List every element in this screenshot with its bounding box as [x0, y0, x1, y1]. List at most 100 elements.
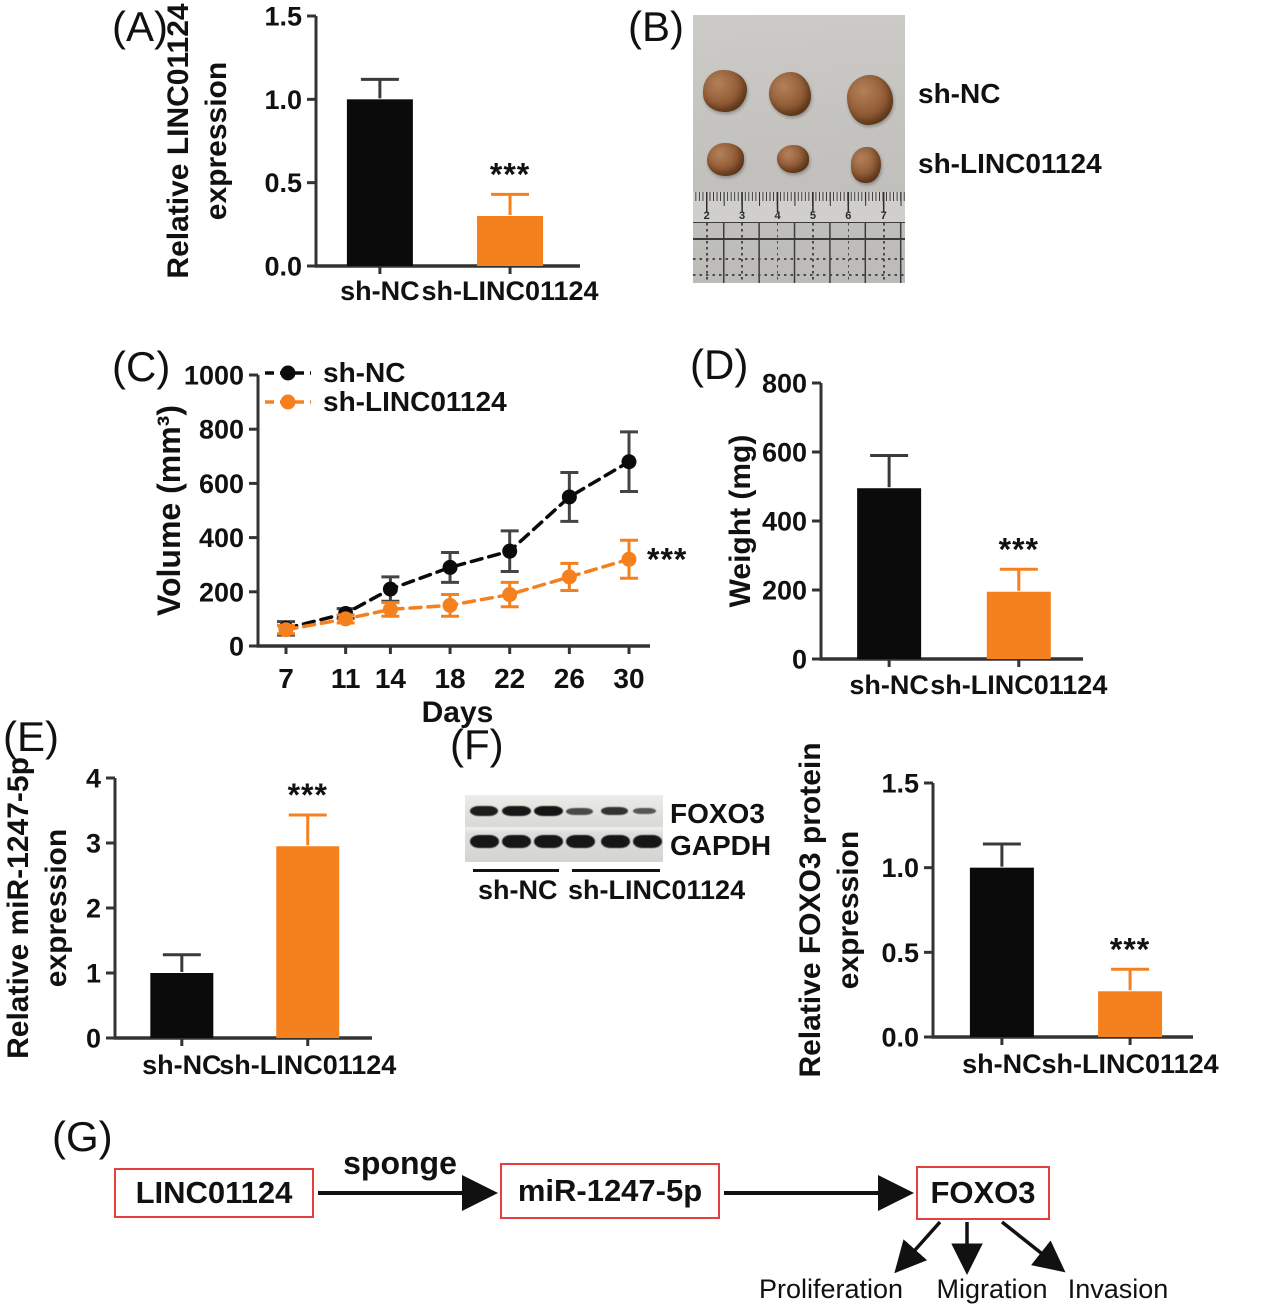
svg-text:600: 600	[199, 469, 244, 499]
tumor-photo: 2 3 4 5 6 7	[693, 15, 905, 283]
svg-text:1: 1	[86, 958, 101, 988]
axes: 0 200 400 600 800 1000	[184, 360, 650, 661]
x-tick-label: 30	[613, 663, 644, 694]
data-point	[502, 543, 518, 559]
foxo3-band	[633, 808, 656, 814]
bar-sh-NC	[857, 488, 922, 659]
bars: sh-NC *** sh-LINC01124	[340, 77, 599, 306]
diagram-node-foxo3: FOXO3	[916, 1166, 1050, 1220]
svg-text:1000: 1000	[184, 360, 244, 390]
y-axis-label: expression	[200, 62, 233, 220]
y-axis-label: expression	[832, 831, 865, 989]
ruler-number: 3	[739, 210, 746, 222]
diagram-edge-label-sponge: sponge	[343, 1145, 457, 1181]
gapdh-band	[470, 835, 499, 848]
axes: 0.0 0.5 1.0 1.5	[881, 768, 1193, 1052]
x-category-label: sh-LINC01124	[219, 1050, 396, 1080]
y-axis-label: expression	[40, 829, 73, 987]
x-tick-label: 11	[331, 663, 361, 694]
tumor-blob	[707, 143, 744, 176]
grid-line	[812, 223, 814, 283]
tumor-blob	[851, 147, 881, 183]
grid-line	[693, 238, 905, 240]
svg-text:0: 0	[86, 1023, 101, 1053]
x-category-label: sh-NC	[849, 670, 929, 700]
gapdh-band	[601, 835, 630, 848]
significance-stars: ***	[1110, 931, 1150, 967]
panel-e-label: (E)	[3, 713, 59, 760]
cutting-mat-grid	[693, 222, 905, 283]
svg-text:600: 600	[762, 437, 807, 467]
svg-text:0: 0	[229, 631, 244, 661]
ruler-number: 2	[703, 210, 710, 222]
data-point	[621, 454, 637, 470]
grid-line	[847, 223, 850, 283]
svg-text:400: 400	[762, 506, 807, 536]
y-axis-label: Relative FOXO3 protein	[794, 742, 827, 1077]
foxo3-band	[534, 806, 563, 816]
svg-text:400: 400	[199, 523, 244, 553]
x-category-label: sh-NC	[962, 1049, 1042, 1079]
ruler-number: 6	[845, 210, 852, 222]
data-point	[561, 489, 577, 505]
panel-f-label: (F)	[450, 721, 504, 768]
svg-text:0: 0	[792, 644, 807, 674]
y-axis-label: Relative LINC01124	[162, 3, 195, 278]
grid-line	[741, 223, 743, 283]
grid-line	[706, 223, 708, 283]
blot-group-label-sh-linc01124: sh-LINC01124	[568, 875, 746, 905]
svg-text:0.5: 0.5	[264, 168, 302, 198]
bars: sh-NC *** sh-LINC01124	[849, 453, 1107, 700]
grid-line	[693, 258, 905, 260]
data-point	[338, 611, 354, 627]
ruler-number: 7	[880, 210, 887, 222]
blot-group-underline	[572, 869, 660, 872]
x-category-label: sh-LINC01124	[421, 276, 598, 306]
significance-stars: ***	[288, 777, 328, 813]
y-axis-label: Relative miR-1247-5p	[2, 757, 35, 1059]
arrow-foxo3-to-proliferation	[894, 1220, 942, 1274]
ruler-number: 4	[774, 210, 781, 222]
svg-text:1.0: 1.0	[881, 853, 919, 883]
x-tick-label: 18	[434, 663, 465, 694]
diagram-node-linc01124: LINC01124	[114, 1168, 314, 1218]
svg-text:0.5: 0.5	[881, 938, 919, 968]
significance-stars: ***	[490, 156, 530, 192]
gapdh-band	[566, 835, 595, 848]
diagram-outcome-invasion: Invasion	[1067, 1274, 1169, 1304]
gapdh-band	[534, 835, 563, 848]
panel-g-label: (G)	[52, 1113, 113, 1160]
foxo3-band	[470, 806, 498, 816]
diagram-outcome-migration: Migration	[936, 1274, 1048, 1304]
tumor-blob	[769, 72, 811, 116]
bar-sh-LINC01124	[276, 846, 340, 1038]
y-axis-label: Weight (mg)	[724, 435, 757, 608]
y-axis-label: Volume (mm³)	[151, 405, 187, 616]
photo-label-sh-nc: sh-NC	[918, 78, 1001, 109]
tumor-blob	[777, 145, 809, 173]
x-category-label: sh-NC	[142, 1050, 222, 1080]
svg-text:1.5: 1.5	[881, 768, 919, 798]
svg-text:0.0: 0.0	[264, 251, 302, 281]
x-tick-label: 22	[494, 663, 525, 694]
data-point	[442, 559, 458, 575]
grid-line	[883, 223, 885, 283]
data-point	[502, 587, 518, 603]
grid-line	[776, 223, 779, 283]
svg-text:1.5: 1.5	[264, 1, 302, 31]
panel-c-line-chart: 0 200 400 600 800 1000 Volume (mm³) 7 11 14 18 22 26…	[151, 357, 686, 729]
diagram-outcome-proliferation: Proliferation	[758, 1274, 904, 1304]
foxo3-band	[566, 807, 593, 815]
bar-sh-NC	[346, 99, 413, 266]
data-point	[561, 569, 577, 585]
svg-text:1.0: 1.0	[264, 85, 302, 115]
blot-band-label-gapdh: GAPDH	[670, 830, 772, 861]
svg-text:0.0: 0.0	[881, 1022, 919, 1052]
x-category-label: sh-LINC01124	[1042, 1049, 1219, 1079]
bar-sh-LINC01124	[477, 216, 544, 266]
arrow-foxo3-to-invasion	[1000, 1220, 1066, 1273]
svg-text:3: 3	[86, 828, 101, 858]
blot-group-underline	[473, 869, 559, 872]
